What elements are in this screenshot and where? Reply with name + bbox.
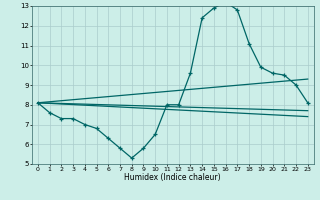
X-axis label: Humidex (Indice chaleur): Humidex (Indice chaleur): [124, 173, 221, 182]
